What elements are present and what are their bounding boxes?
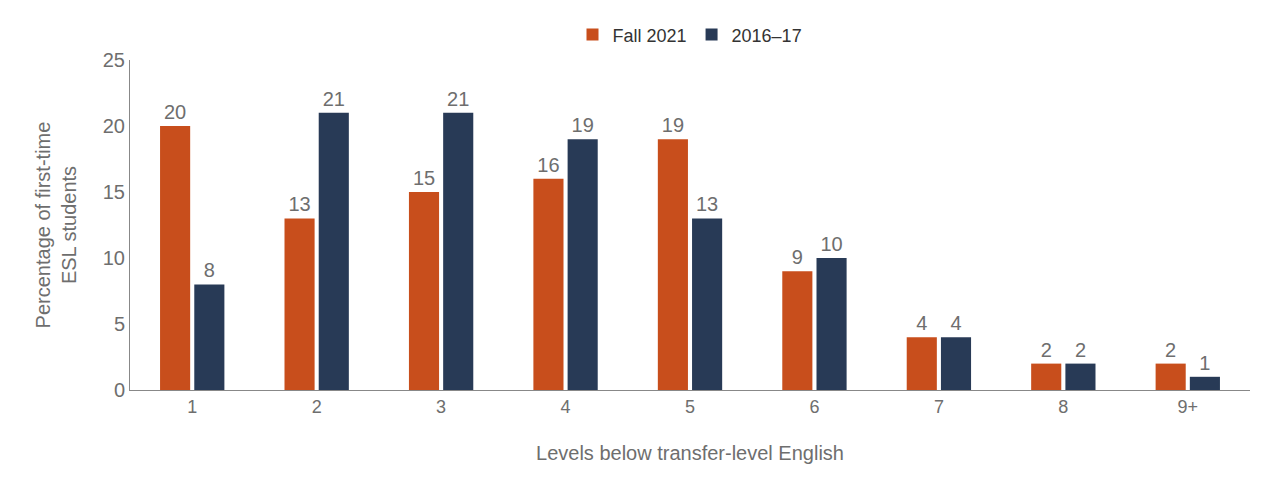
svg-text:7: 7: [934, 397, 944, 417]
svg-text:8: 8: [1058, 397, 1068, 417]
svg-text:19: 19: [572, 114, 594, 136]
svg-text:21: 21: [323, 88, 345, 110]
svg-text:9+: 9+: [1178, 397, 1199, 417]
svg-text:Percentage of first-timeESL st: Percentage of first-timeESL students: [32, 122, 80, 329]
svg-text:13: 13: [288, 193, 310, 215]
svg-text:4: 4: [916, 312, 927, 334]
svg-text:25: 25: [103, 49, 125, 71]
svg-text:4: 4: [561, 397, 571, 417]
svg-text:2: 2: [1041, 339, 1052, 361]
svg-text:6: 6: [809, 397, 819, 417]
svg-text:4: 4: [950, 312, 961, 334]
svg-text:1: 1: [187, 397, 197, 417]
svg-text:13: 13: [696, 193, 718, 215]
svg-text:10: 10: [820, 233, 842, 255]
svg-text:0: 0: [114, 379, 125, 401]
svg-text:5: 5: [114, 313, 125, 335]
svg-text:Fall 2021: Fall 2021: [613, 26, 687, 46]
svg-text:2: 2: [312, 397, 322, 417]
svg-text:1: 1: [1199, 352, 1210, 374]
svg-text:2: 2: [1075, 339, 1086, 361]
svg-text:2: 2: [1165, 339, 1176, 361]
svg-text:20: 20: [164, 101, 186, 123]
svg-text:2016–17: 2016–17: [732, 26, 802, 46]
svg-text:15: 15: [413, 167, 435, 189]
svg-text:15: 15: [103, 181, 125, 203]
svg-text:8: 8: [204, 259, 215, 281]
svg-text:Levels below transfer-level En: Levels below transfer-level English: [536, 442, 844, 464]
svg-text:9: 9: [792, 246, 803, 268]
svg-text:5: 5: [685, 397, 695, 417]
svg-text:3: 3: [436, 397, 446, 417]
svg-text:16: 16: [537, 154, 559, 176]
svg-text:20: 20: [103, 115, 125, 137]
svg-text:21: 21: [447, 88, 469, 110]
svg-text:19: 19: [662, 114, 684, 136]
svg-text:10: 10: [103, 247, 125, 269]
